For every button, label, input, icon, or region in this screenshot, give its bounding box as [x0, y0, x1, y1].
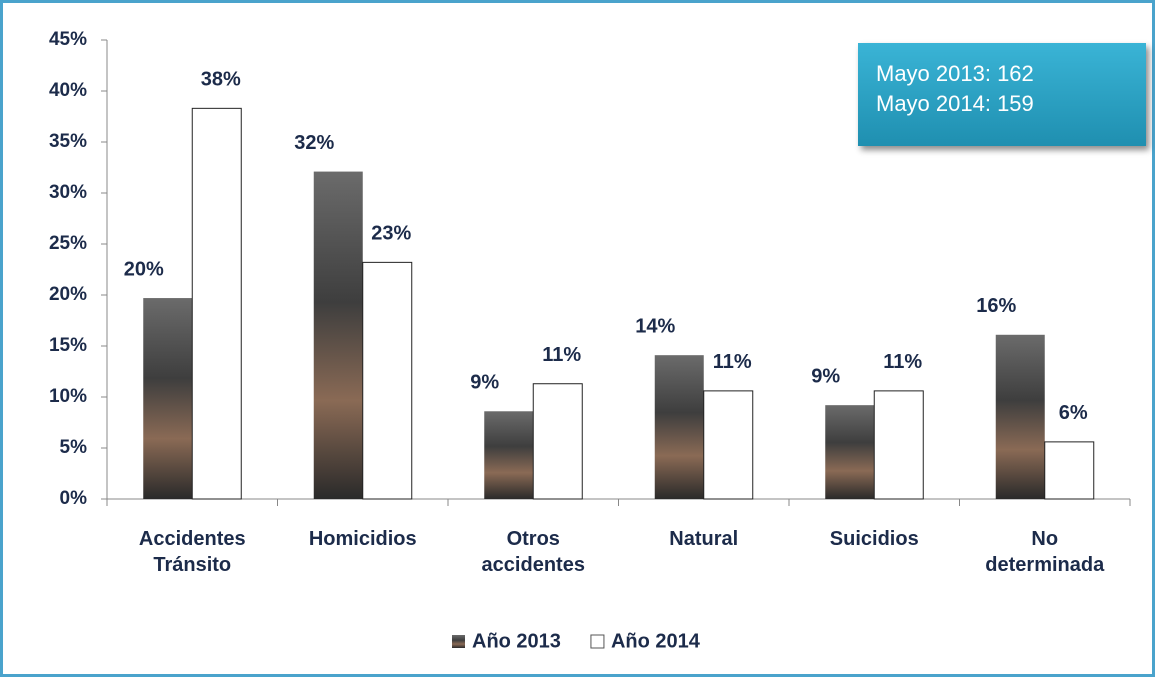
bar: [532, 383, 583, 500]
annotation-box: Mayo 2013: 162 Mayo 2014: 159: [858, 43, 1146, 146]
y-tick-label: 45%: [49, 29, 87, 50]
value-label: 6%: [1059, 402, 1088, 424]
value-label: 38%: [201, 69, 241, 91]
bar: [825, 405, 875, 499]
value-label: 11%: [713, 351, 752, 373]
x-tick-label: Suicidios: [829, 528, 919, 550]
x-tick-label: Accidentes Tránsito: [138, 528, 246, 576]
bar: [362, 261, 413, 500]
x-tick-label: Natural: [669, 528, 739, 550]
bar: [703, 390, 754, 500]
legend-label: Año 2013: [472, 630, 561, 652]
annotation: Mayo 2013: 162: [876, 61, 1034, 86]
value-label: 20%: [124, 258, 164, 280]
bar: [995, 334, 1045, 499]
y-tick-label: 10%: [49, 386, 87, 407]
value-label: 16%: [976, 295, 1016, 317]
bar: [191, 107, 242, 500]
bar: [654, 355, 704, 499]
bar: [484, 411, 534, 499]
value-label: 11%: [883, 351, 922, 373]
legend-swatch: [590, 634, 605, 649]
value-label: 9%: [470, 372, 499, 394]
y-tick-label: 0%: [60, 488, 88, 509]
y-tick-label: 40%: [49, 80, 87, 101]
y-tick-label: 20%: [49, 284, 87, 305]
bar: [143, 298, 193, 499]
y-tick-label: 5%: [60, 437, 88, 458]
bar: [873, 390, 924, 500]
value-label: 11%: [542, 344, 581, 366]
y-tick-label: 30%: [49, 182, 87, 203]
bar: [1044, 441, 1095, 500]
value-label: 23%: [371, 223, 411, 245]
x-tick-label: Otros accidentes: [481, 528, 585, 576]
value-label: 14%: [635, 315, 675, 337]
legend-label: Año 2014: [611, 630, 701, 652]
y-tick-label: 15%: [49, 335, 87, 356]
legend-swatch: [452, 635, 465, 648]
x-tick-label: Homicidios: [308, 528, 417, 550]
y-tick-label: 25%: [49, 233, 87, 254]
x-tick-label: No determinada: [985, 528, 1105, 576]
bar: [313, 171, 363, 499]
value-label: 32%: [294, 132, 334, 154]
value-label: 9%: [811, 365, 840, 387]
y-tick-label: 35%: [49, 131, 87, 152]
annotation: Mayo 2014: 159: [876, 91, 1034, 116]
